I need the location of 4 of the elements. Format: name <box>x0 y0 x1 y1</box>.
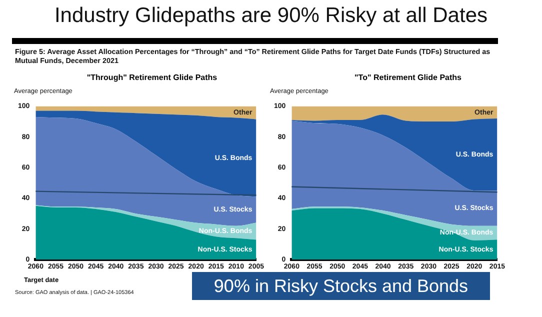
text: 90% in Risky Stocks and Bonds <box>192 272 490 300</box>
chart-title: "To" Retirement Glide Paths <box>353 73 462 82</box>
chart-title: "Through" Retirement Glide Paths <box>86 73 218 82</box>
text: Industry Glidepaths are 90% Risky at all Dates <box>53 4 489 28</box>
